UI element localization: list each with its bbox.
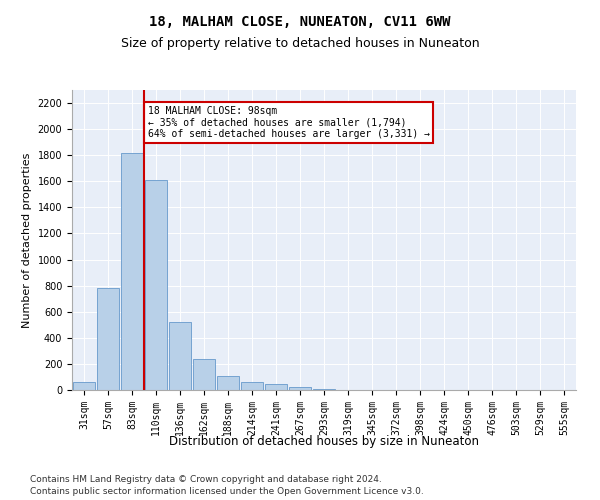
Bar	[145, 180, 167, 390]
Bar	[265, 384, 287, 390]
Bar	[121, 152, 143, 390]
Text: Contains HM Land Registry data © Crown copyright and database right 2024.: Contains HM Land Registry data © Crown c…	[30, 475, 382, 484]
Bar	[289, 387, 311, 390]
Bar	[193, 360, 215, 390]
Y-axis label: Number of detached properties: Number of detached properties	[22, 152, 32, 328]
Bar	[169, 322, 191, 390]
Bar	[73, 382, 95, 390]
Bar	[313, 388, 335, 390]
Text: 18, MALHAM CLOSE, NUNEATON, CV11 6WW: 18, MALHAM CLOSE, NUNEATON, CV11 6WW	[149, 15, 451, 29]
Bar	[217, 376, 239, 390]
Text: Distribution of detached houses by size in Nuneaton: Distribution of detached houses by size …	[169, 435, 479, 448]
Text: 18 MALHAM CLOSE: 98sqm
← 35% of detached houses are smaller (1,794)
64% of semi-: 18 MALHAM CLOSE: 98sqm ← 35% of detached…	[148, 106, 430, 139]
Text: Contains public sector information licensed under the Open Government Licence v3: Contains public sector information licen…	[30, 488, 424, 496]
Bar	[97, 288, 119, 390]
Bar	[241, 382, 263, 390]
Text: Size of property relative to detached houses in Nuneaton: Size of property relative to detached ho…	[121, 38, 479, 51]
